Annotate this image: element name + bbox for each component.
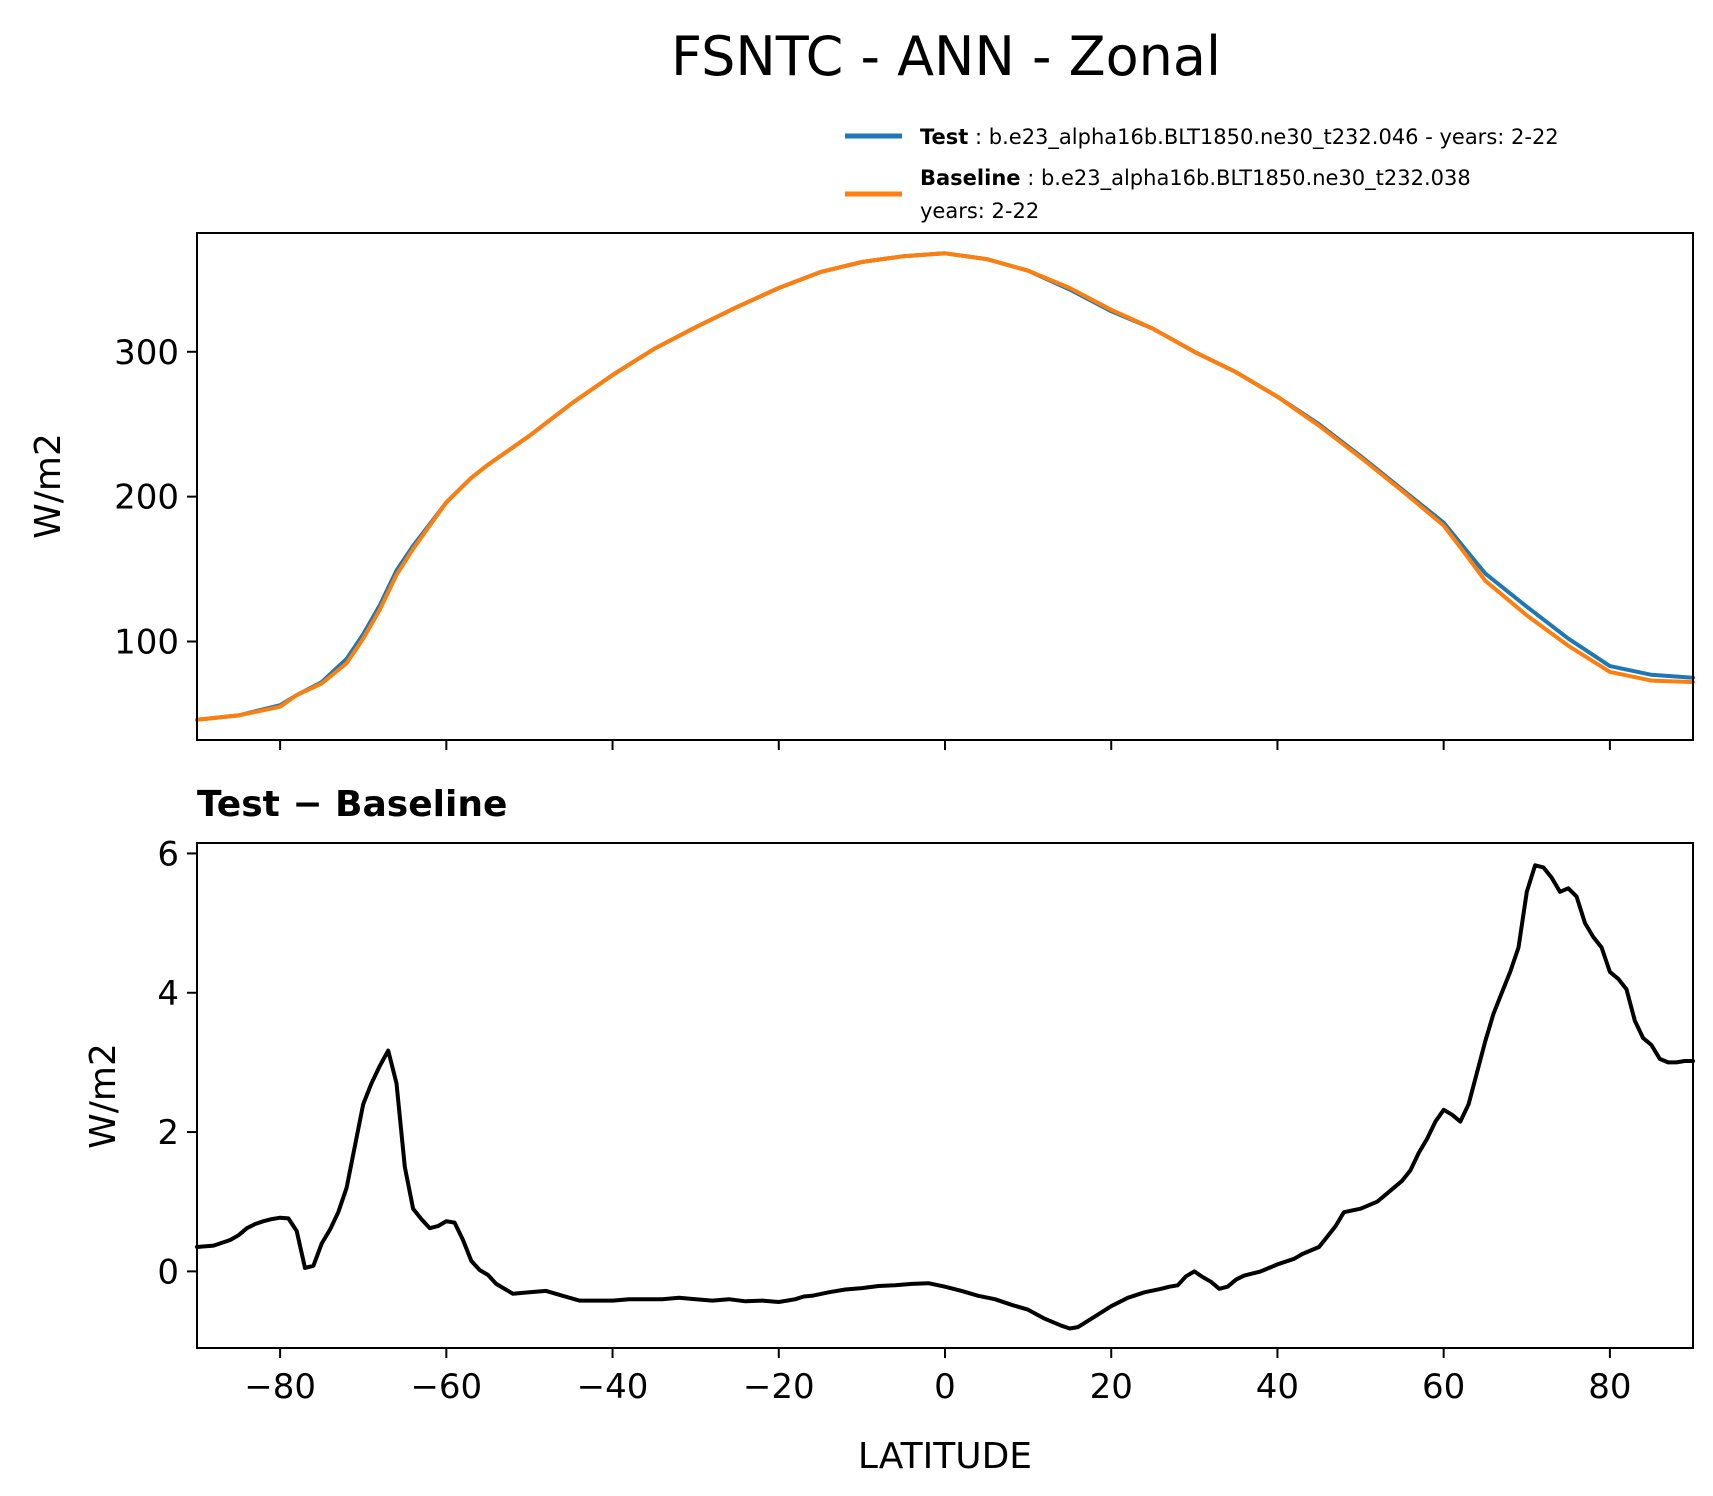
bot-xtick-label: 20 [1090, 1367, 1133, 1407]
x-axis-label: LATITUDE [858, 1436, 1032, 1477]
legend-test-desc: b.e23_alpha16b.BLT1850.ne30_t232.046 - y… [989, 125, 1559, 150]
legend-test-label: Test [920, 125, 968, 149]
bot-xtick-label: −80 [244, 1367, 316, 1407]
top-x-ticks [279, 740, 1611, 750]
top-y-axis-label: W/m2 [28, 433, 69, 539]
series-line-baseline [195, 251, 1695, 722]
diff-title: Test − Baseline [197, 784, 507, 825]
legend-baseline-colon: : [1021, 166, 1041, 190]
bot-xtick-label: −20 [743, 1367, 815, 1407]
top-y-ticks: 100 200 300 [114, 333, 197, 662]
bottom-subplot: 0 2 4 6 −80 −60 −40 −20 0 20 40 60 80 W/m2 LATITUDE [83, 834, 1695, 1477]
legend-baseline-text: Baseline : b.e23_alpha16b.BLT1850.ne30_t… [920, 166, 1471, 191]
legend: Test : b.e23_alpha16b.BLT1850.ne30_t232.… [845, 125, 1559, 223]
bot-ytick-label: 6 [157, 834, 179, 874]
bot-ytick-label: 0 [157, 1252, 179, 1292]
top-ytick-label: 300 [114, 333, 179, 373]
top-ytick-label: 100 [114, 622, 179, 662]
bot-xtick-label: 80 [1588, 1367, 1631, 1407]
bot-xtick-label: −60 [410, 1367, 482, 1407]
bot-ytick-label: 2 [157, 1113, 179, 1153]
bot-xtick-label: 0 [934, 1367, 956, 1407]
top-subplot: 100 200 300 W/m2 [28, 232, 1695, 750]
bot-ytick-label: 4 [157, 974, 179, 1014]
bot-xtick-label: 40 [1256, 1367, 1299, 1407]
top-axes-frame [196, 232, 1694, 741]
bottom-series-lines [195, 863, 1695, 1331]
top-series-lines [195, 251, 1695, 722]
bot-xtick-label: 60 [1422, 1367, 1465, 1407]
legend-baseline-desc: b.e23_alpha16b.BLT1850.ne30_t232.038 [1041, 166, 1471, 191]
bot-xtick-label: −40 [577, 1367, 649, 1407]
bottom-x-ticks: −80 −60 −40 −20 0 20 40 60 80 [244, 1348, 1632, 1407]
legend-baseline-label: Baseline [920, 166, 1021, 190]
bottom-y-axis-label: W/m2 [83, 1043, 124, 1149]
top-ytick-label: 200 [114, 478, 179, 518]
bottom-axes-frame [196, 842, 1694, 1349]
legend-test-text: Test : b.e23_alpha16b.BLT1850.ne30_t232.… [920, 125, 1559, 150]
series-line-test-baseline [195, 863, 1695, 1331]
figure-title: FSNTC - ANN - Zonal [671, 25, 1221, 88]
legend-test-colon: : [968, 125, 988, 149]
bottom-y-ticks: 0 2 4 6 [157, 834, 197, 1292]
legend-baseline-desc2: years: 2-22 [920, 199, 1039, 223]
